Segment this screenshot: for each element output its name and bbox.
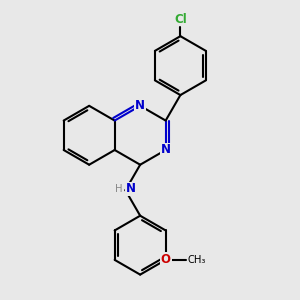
Text: N: N	[126, 182, 136, 195]
Text: N: N	[135, 99, 145, 112]
Text: CH₃: CH₃	[188, 255, 206, 265]
Text: Cl: Cl	[174, 13, 187, 26]
Text: N: N	[161, 143, 171, 157]
Text: H: H	[115, 184, 123, 194]
Text: O: O	[161, 254, 171, 266]
